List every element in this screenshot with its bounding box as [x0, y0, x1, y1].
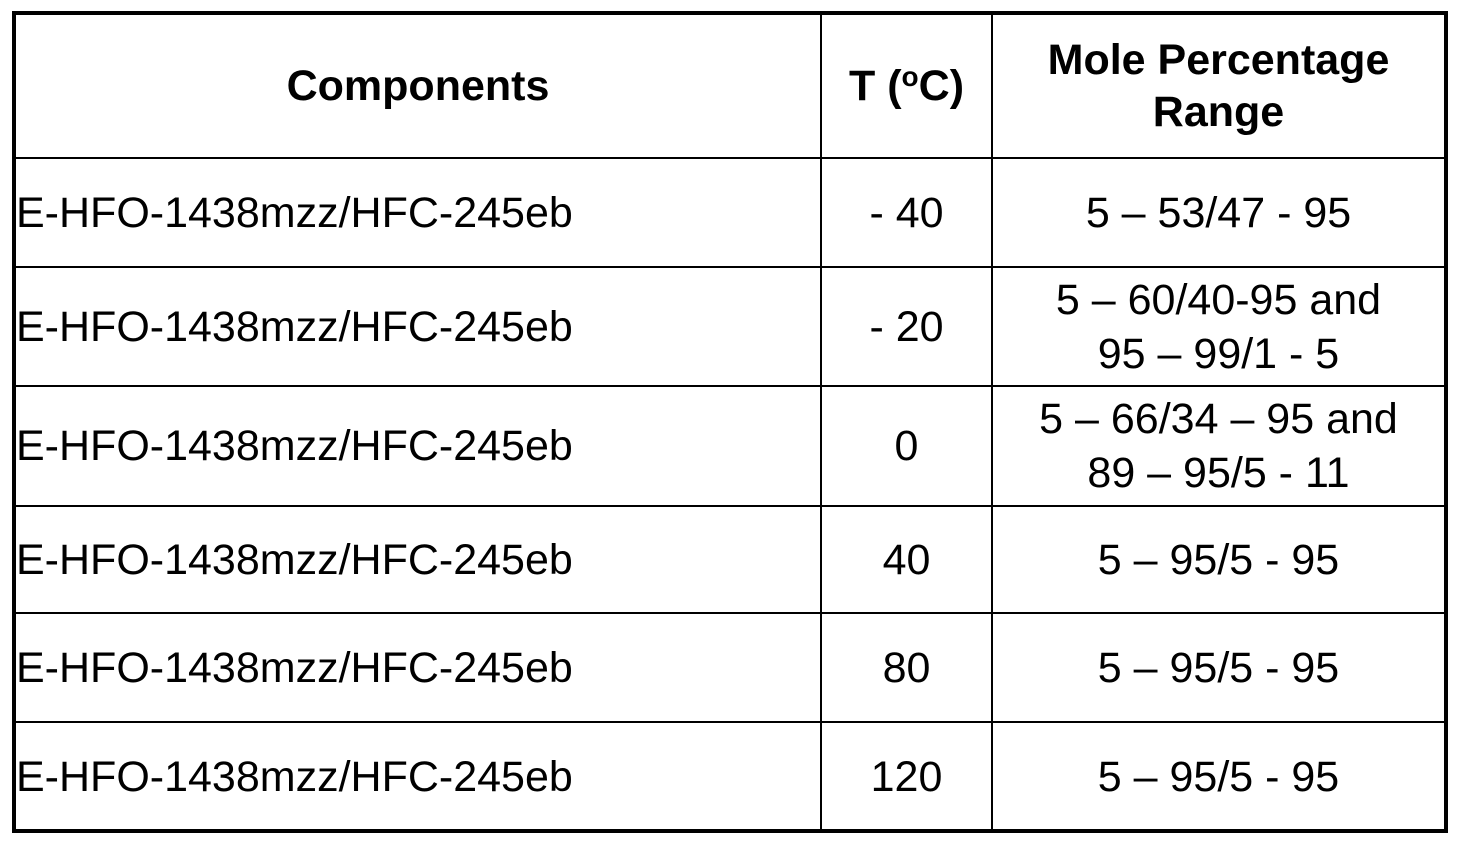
cell-range-text: 5 – 53/47 - 95 — [1085, 188, 1352, 237]
cell-range-text: 5 – 95/5 - 95 — [1097, 643, 1340, 692]
cell-range-text: 5 – 60/40-95 and 95 – 99/1 - 5 — [1055, 275, 1382, 378]
cell-range-text: 5 – 66/34 – 95 and 89 – 95/5 - 11 — [1039, 395, 1398, 497]
cell-component: E-HFO-1438mzz/HFC-245eb — [16, 266, 822, 387]
cell-component: E-HFO-1438mzz/HFC-245eb — [16, 505, 822, 614]
header-temperature-prefix: T ( — [848, 62, 902, 110]
table-row: E-HFO-1438mzz/HFC-245eb 120 5 – 95/5 - 9… — [16, 721, 1444, 830]
header-temperature: T (oC) — [820, 15, 993, 159]
cell-temperature: 80 — [820, 612, 993, 723]
header-temperature-degree: o — [901, 61, 919, 92]
table-header-row: Components T (oC) Mole Percentage Range — [16, 15, 1444, 159]
data-table-frame: Components T (oC) Mole Percentage Range … — [12, 11, 1448, 833]
table-row: E-HFO-1438mzz/HFC-245eb 0 5 – 66/34 – 95… — [16, 385, 1444, 507]
cell-range-text: 5 – 95/5 - 95 — [1097, 752, 1340, 801]
cell-range: 5 – 60/40-95 and 95 – 99/1 - 5 — [991, 266, 1444, 387]
cell-temperature: - 40 — [820, 157, 993, 268]
cell-temperature: 0 — [820, 385, 993, 507]
mole-percentage-table: Components T (oC) Mole Percentage Range … — [16, 15, 1444, 830]
cell-range: 5 – 95/5 - 95 — [991, 721, 1444, 830]
cell-component: E-HFO-1438mzz/HFC-245eb — [16, 157, 822, 268]
header-temperature-suffix: C) — [918, 62, 965, 110]
cell-component: E-HFO-1438mzz/HFC-245eb — [16, 385, 822, 507]
table-row: E-HFO-1438mzz/HFC-245eb 80 5 – 95/5 - 95 — [16, 612, 1444, 723]
cell-component: E-HFO-1438mzz/HFC-245eb — [16, 612, 822, 723]
table-row: E-HFO-1438mzz/HFC-245eb - 20 5 – 60/40-9… — [16, 266, 1444, 387]
cell-temperature: 120 — [820, 721, 993, 830]
header-components-label: Components — [286, 62, 550, 110]
table-row: E-HFO-1438mzz/HFC-245eb - 40 5 – 53/47 -… — [16, 157, 1444, 268]
cell-range: 5 – 66/34 – 95 and 89 – 95/5 - 11 — [991, 385, 1444, 507]
cell-range: 5 – 95/5 - 95 — [991, 505, 1444, 614]
header-mole-percentage: Mole Percentage Range — [991, 15, 1444, 159]
cell-range-text: 5 – 95/5 - 95 — [1097, 535, 1340, 584]
table-row: E-HFO-1438mzz/HFC-245eb 40 5 – 95/5 - 95 — [16, 505, 1444, 614]
cell-temperature: - 20 — [820, 266, 993, 387]
cell-range: 5 – 95/5 - 95 — [991, 612, 1444, 723]
header-components: Components — [16, 15, 822, 159]
cell-range: 5 – 53/47 - 95 — [991, 157, 1444, 268]
cell-temperature: 40 — [820, 505, 993, 614]
cell-component: E-HFO-1438mzz/HFC-245eb — [16, 721, 822, 830]
header-mole-percentage-label: Mole Percentage Range — [1047, 36, 1390, 136]
